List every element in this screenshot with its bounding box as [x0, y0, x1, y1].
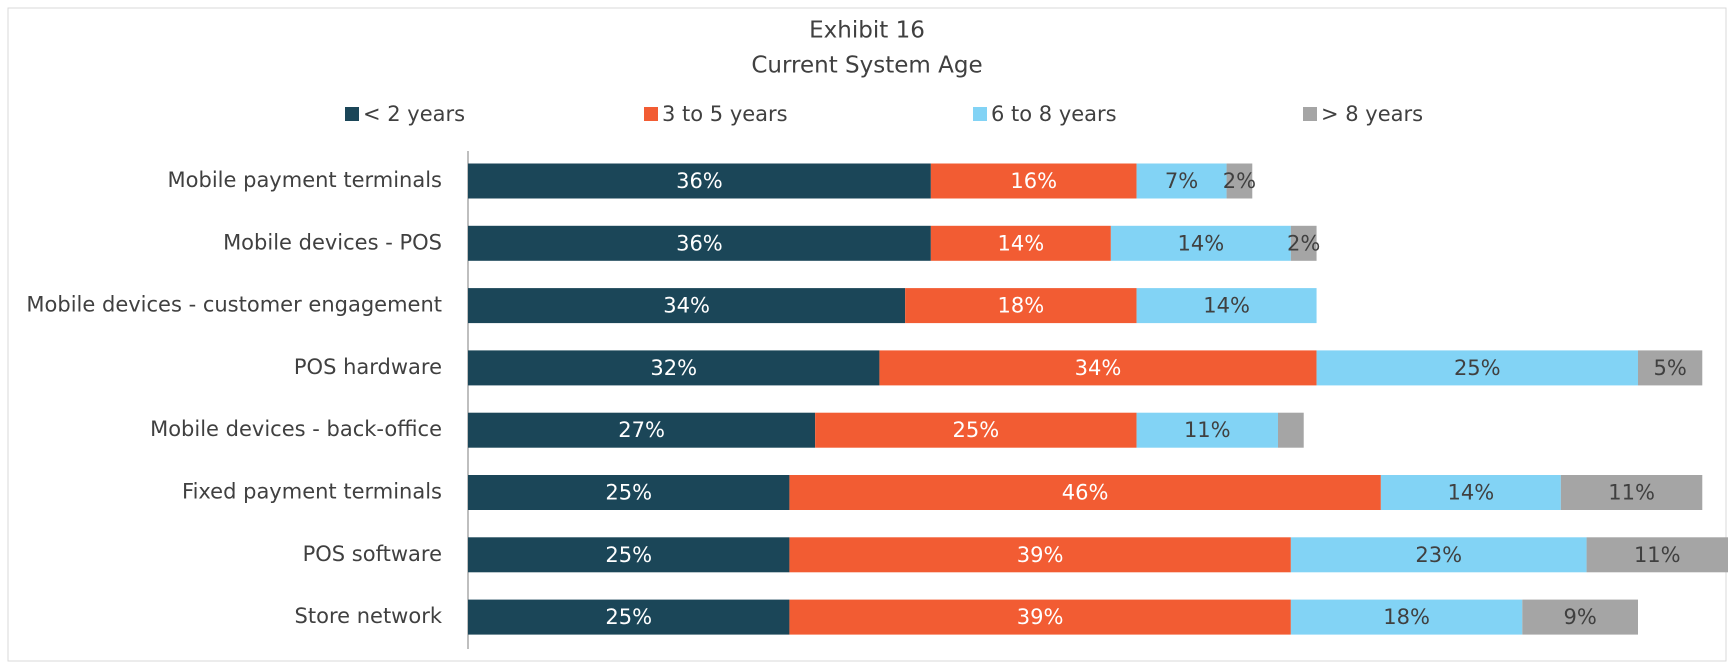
bar-segment: [815, 412, 1137, 448]
bar-segment: [1136, 163, 1227, 199]
bar-segment: [1560, 475, 1703, 510]
value-label: 25%: [605, 605, 652, 629]
legend-swatch: [644, 107, 658, 121]
value-label: 16%: [1010, 169, 1057, 193]
category-label: Mobile devices - back-office: [150, 417, 442, 441]
value-label: 36%: [676, 231, 723, 255]
value-label: 39%: [1017, 605, 1064, 629]
chart-title: Exhibit 16: [809, 18, 925, 44]
bar-segment: [905, 288, 1137, 324]
value-label: 14%: [998, 231, 1045, 255]
legend-swatch: [973, 107, 987, 121]
legend-label: > 8 years: [1321, 102, 1423, 126]
value-label: 18%: [998, 294, 1045, 318]
bar-segment: [1522, 599, 1638, 635]
bar-segment: [930, 163, 1137, 199]
bar-segment: [1278, 412, 1304, 448]
value-label: 32%: [650, 356, 697, 380]
legend-swatch: [345, 107, 359, 121]
value-label: 25%: [953, 418, 1000, 442]
value-label: 18%: [1383, 605, 1430, 629]
value-label: 14%: [1178, 231, 1225, 255]
bar-segment: [468, 599, 790, 635]
legend-swatch: [1303, 107, 1317, 121]
legend-label: 6 to 8 years: [991, 102, 1117, 126]
value-label: 25%: [1454, 356, 1501, 380]
value-label: 11%: [1184, 418, 1231, 442]
value-label: 7%: [1165, 169, 1198, 193]
value-label: 23%: [1415, 543, 1462, 567]
value-label: 34%: [663, 294, 710, 318]
bar-segment: [1290, 537, 1587, 573]
category-label: POS software: [303, 542, 442, 566]
bar-segment: [789, 599, 1291, 635]
value-label: 36%: [676, 169, 723, 193]
bar-segment: [1638, 350, 1703, 386]
bar-segment: [1226, 163, 1253, 199]
value-label: 9%: [1563, 605, 1596, 629]
value-label: 2%: [1223, 169, 1256, 193]
bar-segment: [468, 225, 931, 261]
category-label: Fixed payment terminals: [182, 480, 442, 504]
bar-segment: [468, 288, 906, 324]
bar-segment: [789, 537, 1291, 573]
bar-segment: [1290, 225, 1317, 261]
bar-segment: [1316, 350, 1638, 386]
category-label: POS hardware: [294, 355, 442, 379]
value-label: 14%: [1203, 294, 1250, 318]
value-label: 11%: [1634, 543, 1681, 567]
value-label: 2%: [1287, 231, 1320, 255]
bar-segment: [468, 537, 790, 573]
value-label: 5%: [1653, 356, 1686, 380]
bar-segment: [468, 412, 816, 448]
bar-segment: [1586, 537, 1728, 573]
category-label: Mobile payment terminals: [168, 168, 442, 192]
bar-segment: [879, 350, 1317, 386]
bar-segment: [468, 350, 880, 386]
bar-segment: [1290, 599, 1523, 635]
value-label: 25%: [605, 543, 652, 567]
value-label: 25%: [605, 481, 652, 505]
category-label: Store network: [295, 604, 443, 628]
value-label: 11%: [1608, 481, 1655, 505]
bar-segment: [468, 475, 790, 510]
bar-segment: [789, 475, 1381, 510]
bar-segment: [1380, 475, 1561, 510]
category-label: Mobile devices - customer engagement: [26, 293, 442, 317]
value-label: 34%: [1075, 356, 1122, 380]
value-label: 27%: [618, 418, 665, 442]
value-label: 14%: [1448, 481, 1495, 505]
value-label: 46%: [1062, 481, 1109, 505]
bar-segment: [1110, 225, 1291, 261]
chart-subtitle: Current System Age: [751, 53, 982, 79]
category-label: Mobile devices - POS: [223, 230, 442, 254]
bar-segment: [1136, 412, 1278, 448]
legend-label: < 2 years: [363, 102, 465, 126]
bar-segment: [1136, 288, 1317, 324]
bar-segment: [930, 225, 1111, 261]
legend-label: 3 to 5 years: [662, 102, 788, 126]
bar-segment: [468, 163, 931, 199]
value-label: 39%: [1017, 543, 1064, 567]
